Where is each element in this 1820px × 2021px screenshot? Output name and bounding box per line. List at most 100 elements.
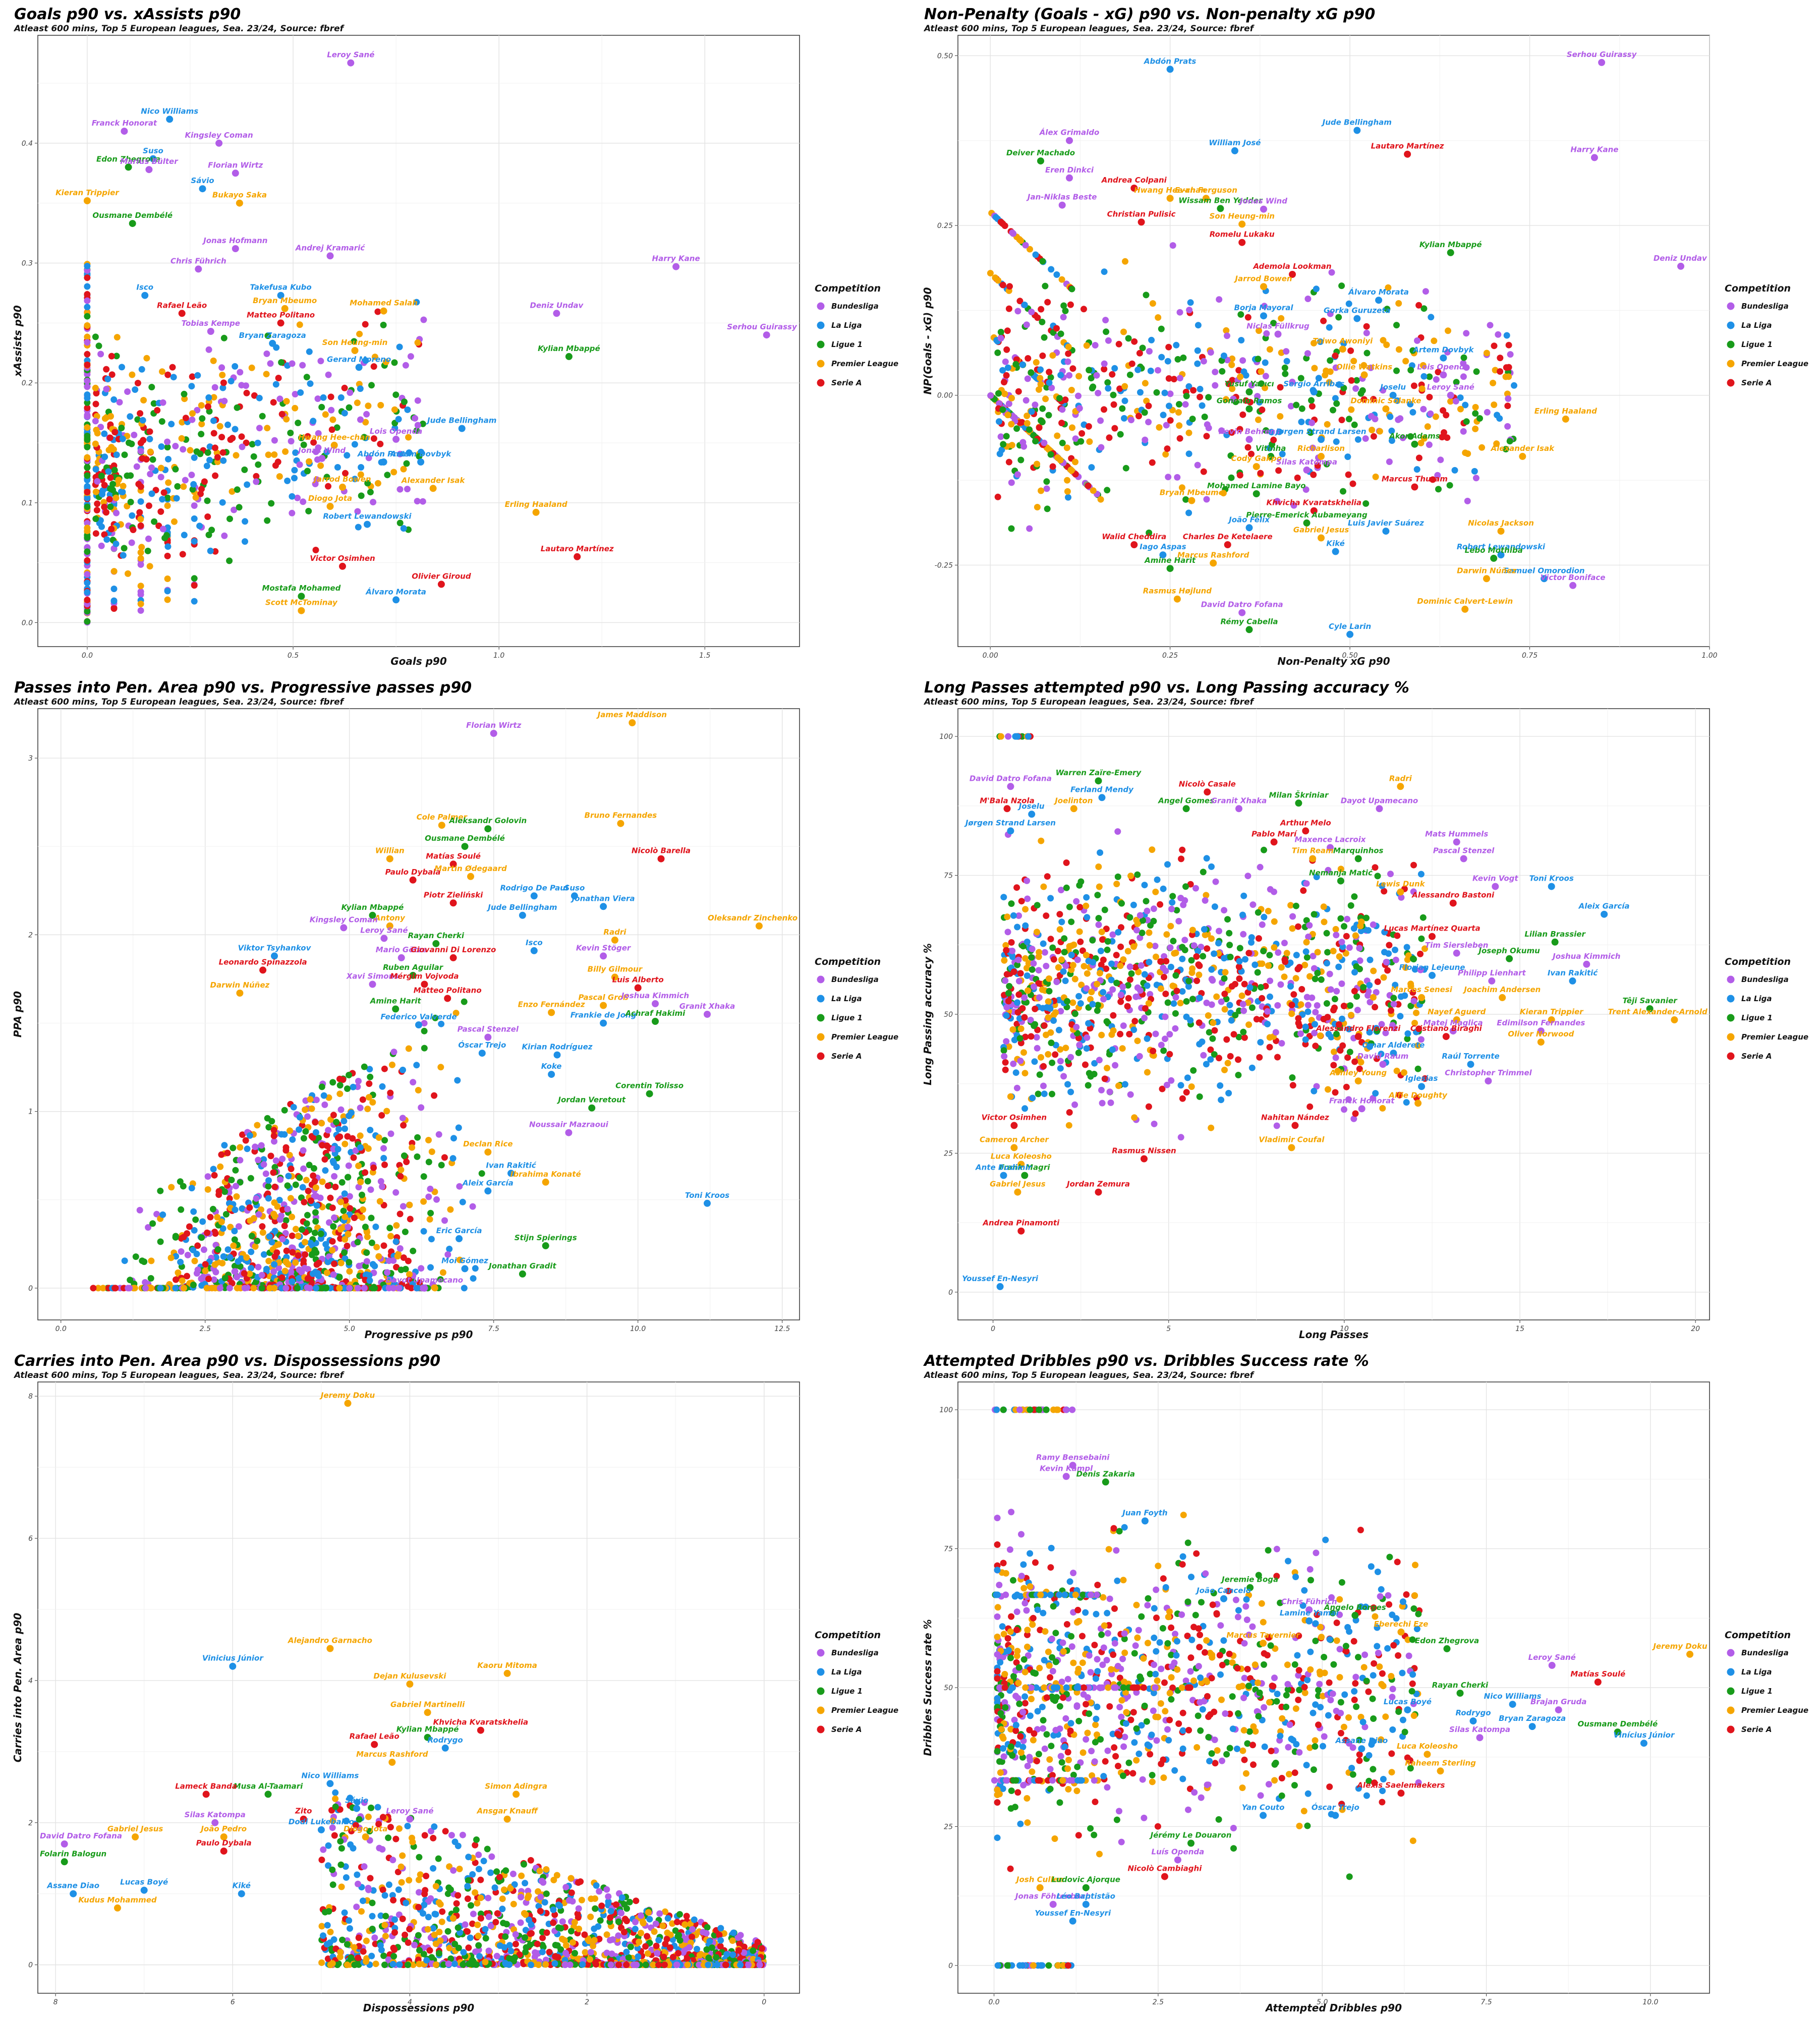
data-point bbox=[211, 1261, 218, 1268]
data-point bbox=[1370, 396, 1377, 402]
data-point bbox=[396, 343, 403, 351]
data-point bbox=[1023, 972, 1031, 979]
data-point bbox=[1426, 373, 1433, 380]
data-point bbox=[1152, 1030, 1159, 1037]
data-point bbox=[412, 415, 419, 422]
data-point bbox=[310, 439, 317, 446]
labeled-point bbox=[629, 719, 636, 726]
labeled-point bbox=[432, 940, 440, 947]
legend-title: Competition bbox=[815, 283, 881, 294]
data-point bbox=[999, 281, 1006, 288]
data-point bbox=[1117, 431, 1124, 438]
point-label: Yusuf Yazıcı bbox=[1224, 379, 1274, 388]
data-point bbox=[282, 448, 289, 455]
data-point bbox=[282, 1230, 289, 1237]
data-point bbox=[248, 1264, 255, 1272]
data-point bbox=[1109, 1046, 1116, 1053]
labeled-point bbox=[553, 1051, 561, 1059]
data-point bbox=[1061, 949, 1068, 956]
data-point bbox=[1254, 969, 1261, 976]
data-point bbox=[1325, 1086, 1331, 1093]
data-point bbox=[236, 504, 243, 511]
labeled-point bbox=[355, 364, 363, 371]
data-point bbox=[381, 1065, 388, 1072]
data-point bbox=[1363, 329, 1370, 336]
data-point bbox=[1183, 998, 1190, 1005]
data-point bbox=[333, 1164, 340, 1171]
data-point bbox=[1453, 379, 1460, 386]
data-point bbox=[194, 372, 201, 379]
data-point bbox=[1104, 1065, 1111, 1072]
point-label: David Raum bbox=[1357, 1052, 1408, 1061]
data-point bbox=[1257, 1039, 1264, 1046]
data-point bbox=[1218, 427, 1225, 434]
chart-svg: Carries into Pen. Area p90 vs. Disposses… bbox=[12, 1352, 898, 2014]
data-point bbox=[191, 575, 198, 582]
labeled-point bbox=[339, 562, 346, 570]
data-point bbox=[1201, 414, 1208, 420]
data-point bbox=[1100, 989, 1107, 996]
legend-swatch bbox=[817, 1033, 825, 1041]
data-point bbox=[472, 1841, 479, 1849]
legend-swatch bbox=[817, 975, 825, 984]
data-point bbox=[1257, 470, 1264, 477]
data-point bbox=[221, 397, 228, 405]
data-point bbox=[420, 316, 427, 323]
labeled-point bbox=[996, 1283, 1004, 1290]
data-point bbox=[1088, 464, 1095, 471]
data-point bbox=[1064, 488, 1071, 495]
data-point bbox=[1002, 977, 1009, 984]
data-point bbox=[1332, 352, 1339, 359]
data-point bbox=[1351, 969, 1358, 976]
data-point bbox=[1202, 897, 1209, 904]
data-point bbox=[428, 1148, 435, 1155]
data-point bbox=[1218, 1096, 1225, 1104]
data-point bbox=[1347, 902, 1354, 909]
data-point bbox=[121, 451, 128, 458]
data-point bbox=[84, 618, 91, 625]
x-tick-label: 7.5 bbox=[488, 1325, 499, 1333]
data-point bbox=[127, 413, 134, 420]
labeled-point bbox=[1548, 1016, 1555, 1023]
data-point bbox=[1278, 315, 1285, 322]
data-point bbox=[1381, 888, 1388, 895]
data-point bbox=[84, 361, 91, 368]
labeled-point bbox=[1274, 330, 1282, 338]
data-point bbox=[1185, 509, 1192, 516]
data-point bbox=[1023, 877, 1031, 884]
point-label: Walid Cheddira bbox=[1102, 532, 1166, 541]
labeled-point bbox=[1202, 195, 1210, 202]
data-point bbox=[237, 1157, 244, 1164]
data-point bbox=[193, 1250, 200, 1257]
labeled-point bbox=[1537, 1038, 1545, 1046]
labeled-point bbox=[1537, 1027, 1545, 1035]
data-point bbox=[1289, 1082, 1296, 1089]
point-label: Giovanni Di Lorenzo bbox=[411, 945, 496, 954]
data-point bbox=[1303, 954, 1311, 961]
data-point bbox=[1085, 482, 1092, 489]
data-point bbox=[400, 1254, 407, 1261]
data-point bbox=[1008, 442, 1015, 449]
labeled-point bbox=[1267, 452, 1275, 460]
data-point bbox=[414, 1153, 421, 1160]
point-label: Nicolò Barella bbox=[632, 846, 691, 855]
data-point bbox=[1240, 1028, 1247, 1035]
data-point bbox=[255, 1157, 262, 1164]
point-label: Edon Zhegrova bbox=[96, 154, 160, 163]
data-point bbox=[178, 1248, 185, 1255]
data-point bbox=[377, 401, 384, 409]
data-point bbox=[435, 1131, 442, 1138]
labeled-point bbox=[1021, 1172, 1029, 1179]
data-point bbox=[1022, 1033, 1029, 1041]
data-point bbox=[191, 1257, 198, 1264]
labeled-point bbox=[611, 973, 618, 981]
point-label: Sávio bbox=[191, 176, 214, 185]
data-point bbox=[323, 1285, 329, 1292]
data-point bbox=[273, 1249, 280, 1256]
data-point bbox=[387, 1130, 394, 1137]
data-point bbox=[307, 380, 314, 387]
data-point bbox=[304, 1211, 311, 1219]
labeled-point bbox=[588, 1104, 596, 1112]
data-point bbox=[1226, 942, 1233, 949]
